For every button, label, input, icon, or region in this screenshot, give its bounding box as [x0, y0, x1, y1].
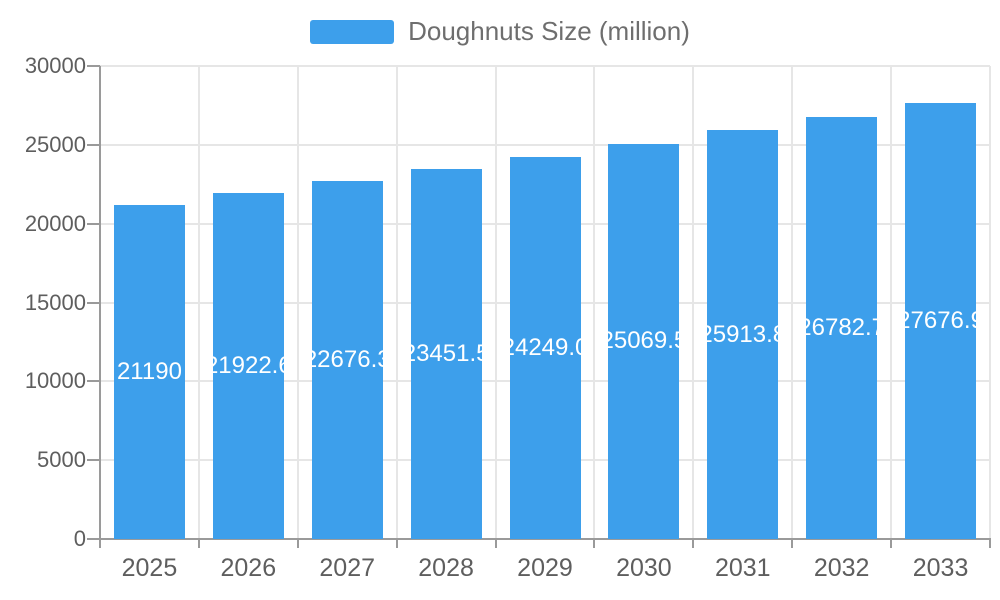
bar[interactable]	[113, 204, 185, 539]
x-axis-tick	[692, 540, 695, 548]
bar[interactable]	[212, 193, 284, 539]
v-gridline	[692, 66, 695, 539]
y-axis-tick	[87, 222, 100, 225]
x-axis-tick	[395, 540, 398, 548]
legend-label: Doughnuts Size (million)	[408, 16, 690, 46]
y-axis-tick	[87, 301, 100, 304]
y-axis-label: 25000	[24, 131, 86, 157]
bar-value-label: 25069.5	[600, 327, 688, 355]
v-gridline	[791, 66, 794, 539]
bar[interactable]	[707, 130, 779, 539]
y-axis-tick	[87, 65, 100, 67]
x-axis-label: 2026	[220, 554, 277, 582]
bar[interactable]	[806, 116, 878, 539]
x-axis-line	[99, 538, 991, 540]
y-axis-label: 5000	[37, 447, 86, 473]
bar-value-label: 24249.0	[501, 333, 589, 361]
legend[interactable]: Doughnuts Size (million)	[0, 16, 1000, 47]
bar-value-label: 21190	[116, 357, 182, 385]
bar[interactable]	[410, 169, 482, 539]
y-axis-line	[99, 66, 101, 541]
y-axis-label: 10000	[24, 368, 86, 394]
legend-swatch-icon	[310, 19, 395, 44]
x-axis-label: 2029	[517, 554, 573, 582]
x-axis-tick	[791, 540, 794, 548]
h-gridline	[100, 143, 990, 146]
x-axis-label: 2027	[319, 554, 376, 582]
y-axis-tick	[87, 380, 100, 383]
v-gridline	[890, 66, 893, 539]
bar[interactable]	[905, 102, 977, 539]
y-axis-label: 30000	[24, 53, 86, 78]
y-axis-tick	[87, 143, 100, 146]
x-axis-tick	[890, 540, 893, 548]
y-axis-tick	[87, 459, 100, 462]
x-axis-tick	[494, 540, 497, 548]
bar[interactable]	[311, 181, 383, 539]
x-axis-label: 2031	[714, 554, 771, 582]
bar-value-label: 21922.6	[204, 352, 292, 380]
y-axis-label: 0	[73, 526, 86, 551]
x-axis-label: 2033	[912, 554, 969, 582]
bar-value-label: 26782.7	[798, 313, 886, 341]
bar-value-label: 23451.5	[402, 340, 490, 368]
x-axis-label: 2030	[616, 554, 672, 582]
v-gridline	[296, 66, 299, 539]
x-axis-label: 2025	[121, 554, 178, 582]
bar-value-label: 22676.3	[303, 346, 391, 374]
v-gridline	[494, 66, 497, 539]
bar-value-label: 27676.9	[897, 306, 984, 334]
bar[interactable]	[509, 156, 581, 539]
v-gridline	[197, 66, 200, 539]
y-axis-label: 20000	[24, 210, 86, 236]
x-axis-tick	[593, 540, 596, 548]
x-axis-tick	[197, 540, 200, 548]
x-axis-tick	[296, 540, 299, 548]
h-gridline	[100, 65, 990, 67]
y-axis-label: 15000	[24, 289, 86, 315]
x-axis-label: 2028	[418, 554, 474, 582]
v-gridline	[593, 66, 596, 539]
x-axis-tick	[989, 540, 991, 548]
x-axis-label: 2032	[813, 554, 870, 582]
v-gridline	[989, 66, 991, 539]
y-axis-tick	[87, 538, 100, 540]
bar-value-label: 25913.8	[699, 320, 787, 348]
x-axis-tick	[99, 540, 101, 548]
bar[interactable]	[608, 143, 680, 539]
v-gridline	[395, 66, 398, 539]
